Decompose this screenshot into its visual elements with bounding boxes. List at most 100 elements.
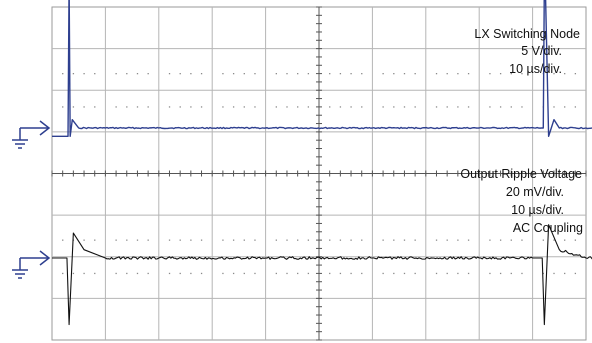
grid-dot [72, 73, 75, 75]
grid-dot [232, 272, 235, 275]
ground-arrow [20, 120, 51, 136]
grid-dot [350, 272, 352, 275]
grid-dot [435, 73, 438, 75]
grid-dot [222, 239, 224, 241]
grid-dot [243, 106, 245, 108]
grid-dot [361, 73, 363, 75]
grid-dot [414, 239, 416, 241]
grid-dot [446, 106, 448, 108]
grid-dot [339, 73, 342, 75]
grid-dot [403, 272, 406, 275]
grid-dot [94, 106, 96, 108]
grid-dot [232, 106, 235, 108]
ripple-trace [52, 224, 592, 326]
grid-dot [521, 272, 523, 275]
grid-dot [510, 272, 512, 275]
grid-dot [521, 106, 523, 108]
ripple-label-line-2: 20 mV/div. [506, 185, 564, 199]
grid-dot [222, 272, 224, 275]
grid-dot [179, 272, 181, 275]
grid-dot [275, 239, 277, 241]
grid-dot [232, 73, 235, 75]
grid-dot [414, 106, 416, 108]
grid-dot [254, 73, 256, 75]
grid-dot [574, 239, 577, 241]
grid-dot [297, 239, 299, 241]
grid-dot [435, 239, 438, 241]
grid-dot [94, 239, 96, 241]
grid-dot [403, 106, 406, 108]
grid-dot [286, 239, 288, 241]
ripple-label-line-3: 10 µs/div. [511, 203, 564, 217]
grid-dot [275, 73, 277, 75]
grid-dot [147, 239, 149, 241]
grid-dot [574, 106, 577, 108]
grid-dot [94, 73, 96, 75]
grid-dot [243, 73, 245, 75]
grid-dot [297, 106, 299, 108]
grid-dot [499, 73, 502, 75]
grid-dot [393, 272, 395, 275]
grid-dot [286, 106, 288, 108]
grid-dot [168, 73, 171, 75]
grid-dot [115, 272, 117, 275]
grid-dot [435, 272, 438, 275]
grid-dot [403, 239, 406, 241]
lx-label-line-3: 10 µs/div. [509, 62, 562, 76]
lx-label-line-1: LX Switching Node [474, 27, 580, 41]
grid-dot [329, 239, 331, 241]
grid-dot [489, 73, 491, 75]
grid-dot [190, 73, 192, 75]
grid-dot [329, 272, 331, 275]
grid-dot [297, 73, 299, 75]
ripple-label-line-4: AC Coupling [513, 221, 583, 235]
grid-dot [382, 272, 384, 275]
grid-dot [499, 239, 502, 241]
grid-dot [222, 106, 224, 108]
annotations: LX Switching Node 5 V/div. 10 µs/div. Ou… [460, 27, 583, 235]
grid-dot [382, 106, 384, 108]
grid-dot [115, 106, 117, 108]
grid-dot [574, 73, 577, 75]
grid-dot [510, 239, 512, 241]
grid-dot [147, 73, 149, 75]
lx-trace [52, 0, 592, 138]
grid-dot [136, 239, 139, 241]
graticule [51, 6, 587, 341]
grid-dot [499, 272, 502, 275]
grid-dot [403, 73, 406, 75]
grid-dot [393, 73, 395, 75]
grid-dot [489, 239, 491, 241]
ripple-label-line-1: Output Ripple Voltage [460, 167, 582, 181]
grid-dot [553, 272, 555, 275]
grid-dot [254, 272, 256, 275]
grid-dot [83, 106, 85, 108]
grid-dot [83, 272, 85, 275]
grid-dot [232, 239, 235, 241]
grid-dot [457, 106, 459, 108]
grid-dot [275, 106, 277, 108]
grid-dot [467, 272, 470, 275]
grid-dot [521, 239, 523, 241]
grid-dot [200, 106, 203, 108]
grid-dot [297, 272, 299, 275]
grid-dot [553, 73, 555, 75]
grid-dot [542, 239, 544, 241]
grid-dot [307, 73, 310, 75]
grid-dot [286, 272, 288, 275]
grid-dot [457, 272, 459, 275]
grid-dot [179, 73, 181, 75]
grid-dot [126, 239, 128, 241]
grid-dot [446, 73, 448, 75]
grid-dot [521, 73, 523, 75]
grid-dot [329, 106, 331, 108]
grid-dot [115, 239, 117, 241]
grid-dot [136, 73, 139, 75]
grid-dot [414, 272, 416, 275]
grid-dot [446, 272, 448, 275]
grid-dot [564, 272, 566, 275]
grid-dot [564, 106, 566, 108]
ground-arrow [20, 250, 51, 266]
grid-dot [457, 239, 459, 241]
